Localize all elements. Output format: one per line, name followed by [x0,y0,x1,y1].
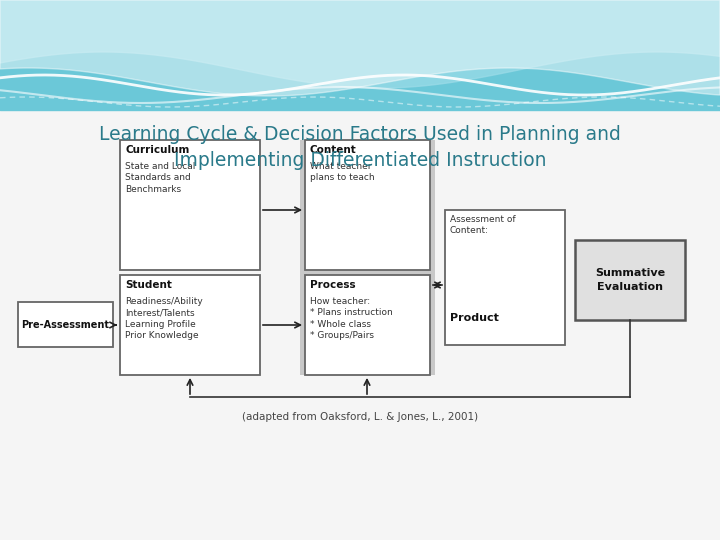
Text: Assessment of
Content:: Assessment of Content: [450,215,516,235]
Text: Pre-Assessment: Pre-Assessment [22,320,109,329]
Text: Content: Content [310,145,356,155]
Text: Learning Cycle & Decision Factors Used in Planning and
Implementing Differentiat: Learning Cycle & Decision Factors Used i… [99,125,621,170]
Bar [445,210,565,345]
Bar [305,140,430,270]
Text: How teacher:
* Plans instruction
* Whole class
* Groups/Pairs: How teacher: * Plans instruction * Whole… [310,297,392,340]
Bar [18,302,113,347]
Bar [120,275,260,375]
Text: Student: Student [125,280,172,290]
Text: What teacher
plans to teach: What teacher plans to teach [310,162,374,183]
Text: State and Local
Standards and
Benchmarks: State and Local Standards and Benchmarks [125,162,195,194]
Text: Summative
Evaluation: Summative Evaluation [595,268,665,292]
Text: Process: Process [310,280,356,290]
Bar [305,275,430,375]
Bar [120,140,260,270]
Text: Curriculum: Curriculum [125,145,189,155]
Text: Product: Product [450,313,499,323]
Bar [575,240,685,320]
Text: Readiness/Ability
Interest/Talents
Learning Profile
Prior Knowledge: Readiness/Ability Interest/Talents Learn… [125,297,203,340]
Bar [300,140,435,375]
Text: (adapted from Oaksford, L. & Jones, L., 2001): (adapted from Oaksford, L. & Jones, L., … [242,412,478,422]
